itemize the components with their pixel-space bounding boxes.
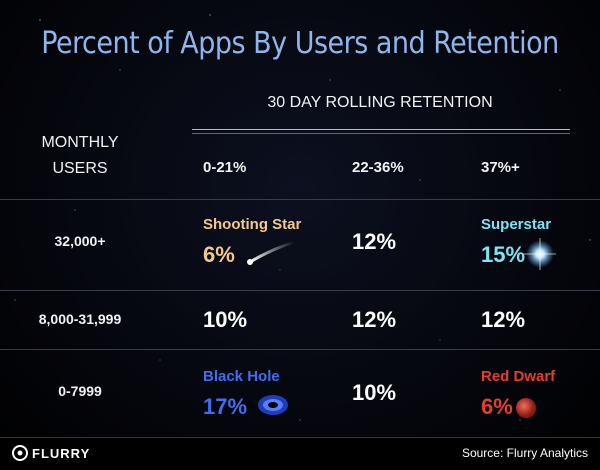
black-hole-icon <box>258 395 288 415</box>
red-dwarf-icon <box>516 398 536 418</box>
cell-value: 12% <box>352 307 397 332</box>
cell-name: Shooting Star <box>203 216 302 233</box>
cell-value: 6% <box>203 242 235 267</box>
column-group-header: 30 DAY ROLLING RETENTION <box>267 94 493 111</box>
column-header: 37%+ <box>481 159 520 176</box>
cell-value: 10% <box>352 380 397 405</box>
cell-value: 12% <box>352 229 397 254</box>
cell-value: 6% <box>481 394 513 419</box>
column-header: 22-36% <box>352 159 404 176</box>
header-rule <box>192 129 570 130</box>
cell-value: 12% <box>481 307 526 332</box>
superstar-icon <box>524 238 556 270</box>
cell-name: Red Dwarf <box>481 368 556 385</box>
cell-name: Superstar <box>481 216 552 233</box>
row-divider <box>0 290 600 291</box>
row-divider <box>0 199 600 200</box>
header-rule <box>192 133 570 134</box>
source-note: Source: Flurry Analytics <box>461 446 588 460</box>
title: Percent of Apps By Users and Retention <box>41 26 559 61</box>
row-label: 8,000-31,999 <box>38 311 122 327</box>
cell-name: Black Hole <box>203 368 280 385</box>
row-header-label: MONTHLY USERS <box>41 134 119 177</box>
row-label: 0-7999 <box>58 383 102 399</box>
brand-logo <box>12 445 28 461</box>
column-header: 0-21% <box>203 159 247 176</box>
row-label: 32,000+ <box>54 233 106 249</box>
cell-value: 15% <box>481 242 526 267</box>
brand-name: FLURRY <box>32 446 91 461</box>
row-divider <box>0 349 600 350</box>
shooting-star-icon <box>247 240 295 265</box>
footer-bar <box>0 437 600 470</box>
cell-value: 10% <box>203 307 248 332</box>
cell-value: 17% <box>203 394 248 419</box>
